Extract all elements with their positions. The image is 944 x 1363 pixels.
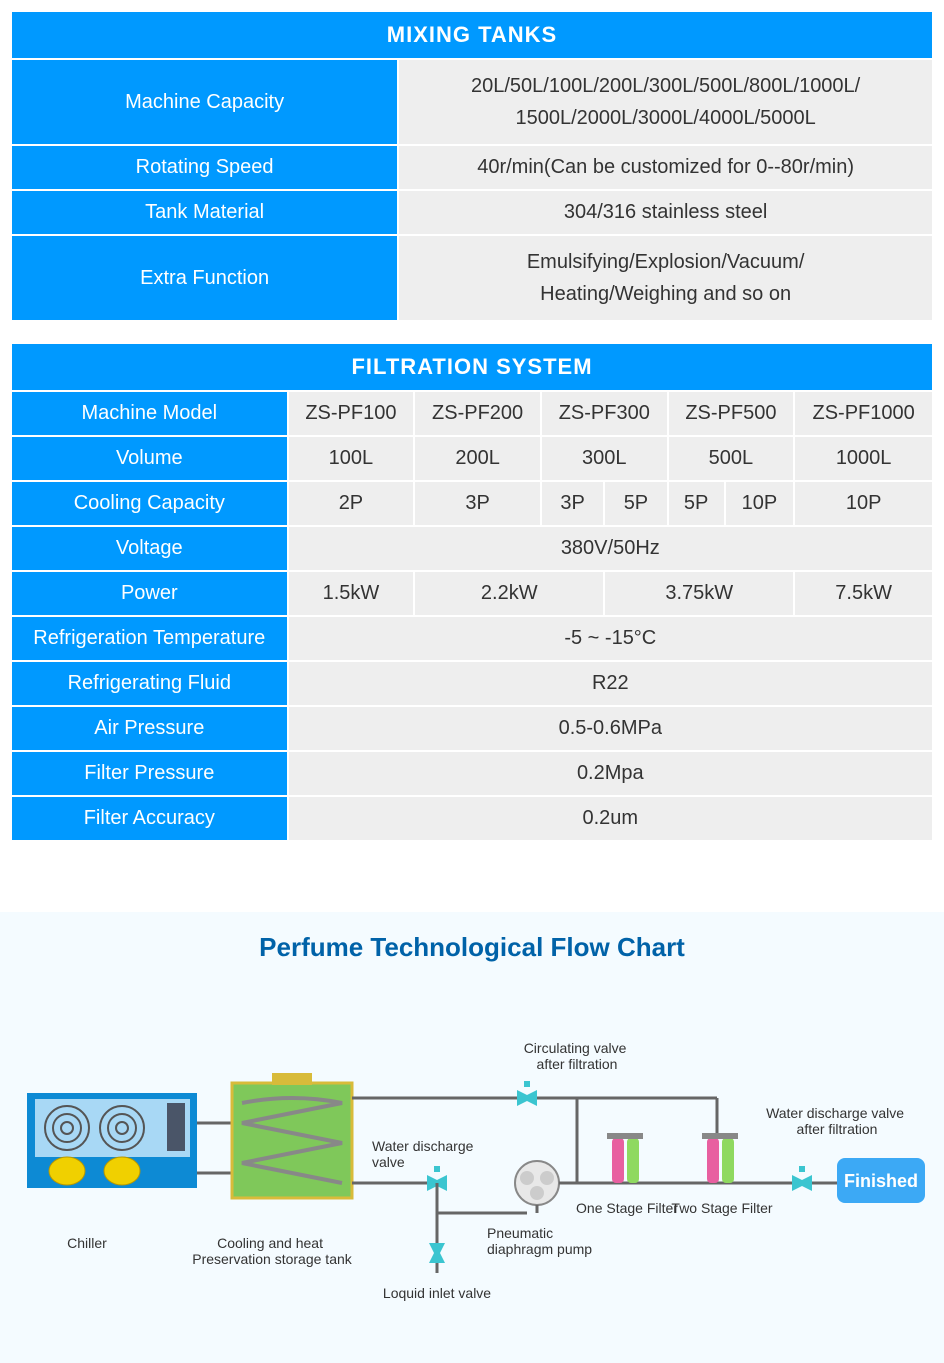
filtration-value: -5 ~ -15°C	[288, 616, 933, 661]
table-row: Voltage 380V/50Hz	[11, 526, 933, 571]
water-discharge-after-label: Water discharge valve after filtration	[766, 1105, 908, 1137]
table-row: Rotating Speed 40r/min(Can be customized…	[11, 145, 933, 190]
filtration-title: FILTRATION SYSTEM	[11, 343, 933, 391]
filtration-label: Filter Accuracy	[11, 796, 288, 841]
filtration-label: Volume	[11, 436, 288, 481]
flow-chart-section: Perfume Technological Flow Chart	[0, 912, 944, 1363]
filtration-value: 0.5-0.6MPa	[288, 706, 933, 751]
filtration-value: 100L	[288, 436, 415, 481]
diaphragm-pump-icon	[515, 1161, 559, 1205]
filtration-value: ZS-PF500	[668, 391, 795, 436]
filtration-label: Cooling Capacity	[11, 481, 288, 526]
table-row: Machine Model ZS-PF100 ZS-PF200 ZS-PF300…	[11, 391, 933, 436]
filtration-value: ZS-PF100	[288, 391, 415, 436]
mixing-value: Emulsifying/Explosion/Vacuum/Heating/Wei…	[398, 235, 933, 321]
table-row: Refrigeration Temperature -5 ~ -15°C	[11, 616, 933, 661]
mixing-label: Extra Function	[11, 235, 398, 321]
filtration-value: 10P	[794, 481, 933, 526]
filtration-value: 10P	[725, 481, 795, 526]
filtration-table: FILTRATION SYSTEM Machine Model ZS-PF100…	[10, 342, 934, 842]
circulating-valve-icon	[517, 1081, 537, 1106]
inlet-valve-label: Loquid inlet valve	[383, 1285, 491, 1301]
mixing-header-row: MIXING TANKS	[11, 11, 933, 59]
diaphragm-pump-label: Pneumatic diaphragm pump	[487, 1225, 592, 1257]
filtration-value: 200L	[414, 436, 541, 481]
table-row: Volume 100L 200L 300L 500L 1000L	[11, 436, 933, 481]
table-row: Air Pressure 0.5-0.6MPa	[11, 706, 933, 751]
circulating-valve-label: Circulating valve after filtration	[524, 1040, 631, 1072]
table-row: Refrigerating Fluid R22	[11, 661, 933, 706]
filtration-value: 500L	[668, 436, 795, 481]
filtration-value: 380V/50Hz	[288, 526, 933, 571]
filtration-value: 3P	[414, 481, 541, 526]
filtration-label: Refrigeration Temperature	[11, 616, 288, 661]
flow-title: Perfume Technological Flow Chart	[10, 932, 934, 963]
filtration-value: ZS-PF1000	[794, 391, 933, 436]
table-row: Power 1.5kW 2.2kW 3.75kW 7.5kW	[11, 571, 933, 616]
filtration-value: ZS-PF200	[414, 391, 541, 436]
two-stage-label: Two Stage Filter	[671, 1200, 772, 1216]
filtration-value: 7.5kW	[794, 571, 933, 616]
storage-tank-label: Cooling and heat Preservation storage ta…	[192, 1235, 353, 1267]
finished-label: Finished	[844, 1171, 918, 1191]
filtration-label: Power	[11, 571, 288, 616]
filtration-value: R22	[288, 661, 933, 706]
mixing-value: 40r/min(Can be customized for 0--80r/min…	[398, 145, 933, 190]
two-stage-filter-icon	[702, 1133, 738, 1183]
mixing-label: Tank Material	[11, 190, 398, 235]
table-row: Filter Accuracy 0.2um	[11, 796, 933, 841]
table-row: Filter Pressure 0.2Mpa	[11, 751, 933, 796]
filtration-value: 0.2Mpa	[288, 751, 933, 796]
filtration-value: 300L	[541, 436, 668, 481]
filtration-value: 5P	[604, 481, 667, 526]
filtration-value: 3P	[541, 481, 604, 526]
filtration-value: 0.2um	[288, 796, 933, 841]
mixing-title: MIXING TANKS	[11, 11, 933, 59]
water-discharge-label: Water discharge valve	[372, 1138, 477, 1170]
one-stage-label: One Stage Filter	[576, 1200, 678, 1216]
mixing-value: 304/316 stainless steel	[398, 190, 933, 235]
table-row: Extra Function Emulsifying/Explosion/Vac…	[11, 235, 933, 321]
filtration-label: Filter Pressure	[11, 751, 288, 796]
filtration-value: 2.2kW	[414, 571, 604, 616]
table-row: Machine Capacity 20L/50L/100L/200L/300L/…	[11, 59, 933, 145]
filtration-value: 2P	[288, 481, 415, 526]
storage-tank-icon	[232, 1073, 352, 1198]
inlet-valve-icon	[429, 1243, 445, 1263]
table-row: Cooling Capacity 2P 3P 3P 5P 5P 10P 10P	[11, 481, 933, 526]
one-stage-filter-icon	[607, 1133, 643, 1183]
filtration-label: Machine Model	[11, 391, 288, 436]
mixing-tanks-table: MIXING TANKS Machine Capacity 20L/50L/10…	[10, 10, 934, 322]
filtration-label: Air Pressure	[11, 706, 288, 751]
filtration-value: 3.75kW	[604, 571, 794, 616]
filtration-value: 5P	[668, 481, 725, 526]
mixing-label: Machine Capacity	[11, 59, 398, 145]
filtration-label: Voltage	[11, 526, 288, 571]
mixing-label: Rotating Speed	[11, 145, 398, 190]
filtration-value: ZS-PF300	[541, 391, 668, 436]
filtration-value: 1.5kW	[288, 571, 415, 616]
filtration-value: 1000L	[794, 436, 933, 481]
discharge-valve-after-icon	[792, 1166, 812, 1191]
flow-diagram: Finished Chiller Cooling and heat Preser…	[17, 1003, 927, 1323]
chiller-icon	[27, 1093, 197, 1188]
filtration-header-row: FILTRATION SYSTEM	[11, 343, 933, 391]
finished-badge: Finished	[837, 1158, 925, 1203]
filtration-label: Refrigerating Fluid	[11, 661, 288, 706]
chiller-label: Chiller	[67, 1235, 107, 1251]
mixing-value: 20L/50L/100L/200L/300L/500L/800L/1000L/1…	[398, 59, 933, 145]
table-row: Tank Material 304/316 stainless steel	[11, 190, 933, 235]
